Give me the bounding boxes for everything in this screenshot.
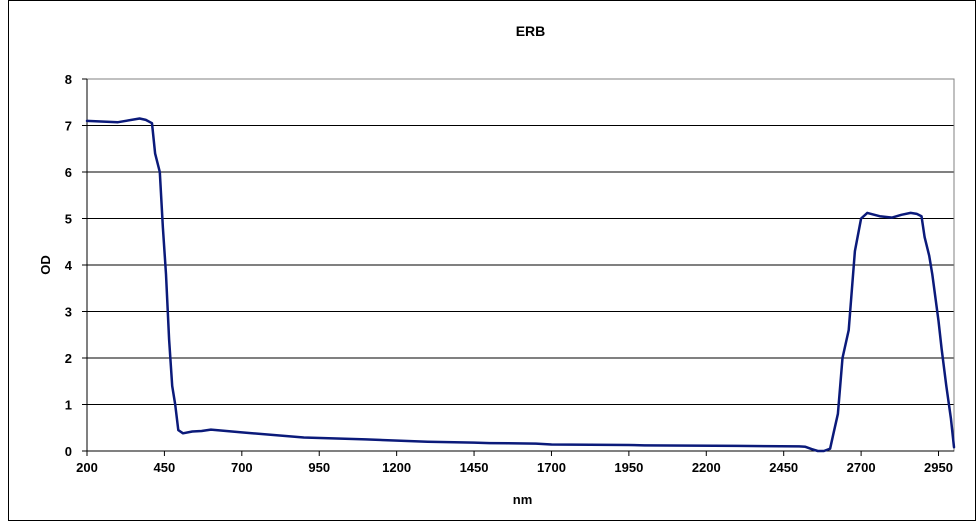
y-tick-label: 2 (65, 351, 72, 366)
x-tick-label: 450 (154, 460, 176, 475)
y-axis-title: OD (38, 255, 53, 275)
x-tick-label: 2700 (847, 460, 876, 475)
y-axis: 0 1 2 3 4 5 6 7 8 (65, 72, 88, 459)
x-tick-label: 2200 (692, 460, 721, 475)
y-tick-label: 3 (65, 305, 72, 320)
x-tick-label: 1700 (537, 460, 566, 475)
x-tick-label: 1450 (460, 460, 489, 475)
y-tick-label: 7 (65, 119, 72, 134)
y-tick-label: 0 (65, 444, 72, 459)
chart-frame (8, 0, 976, 521)
x-tick-label: 2950 (924, 460, 953, 475)
series-layer (85, 117, 956, 453)
x-tick-label: 1200 (382, 460, 411, 475)
y-tick-label: 6 (65, 165, 72, 180)
y-tick-label: 4 (65, 258, 73, 273)
y-tick-label: 8 (65, 72, 72, 87)
x-tick-label: 200 (76, 460, 98, 475)
series-line-0 (85, 117, 956, 453)
gridlines (87, 78, 954, 405)
y-tick-label: 1 (65, 398, 72, 413)
x-tick-label: 700 (231, 460, 253, 475)
x-tick-label: 950 (308, 460, 330, 475)
x-axis-title: nm (513, 492, 533, 507)
x-tick-label: 2450 (769, 460, 798, 475)
chart-title: ERB (516, 23, 546, 39)
x-axis: 200 450 700 950 1200 1450 1700 1950 2200 2450 2700… (76, 450, 954, 475)
x-tick-label: 1950 (614, 460, 643, 475)
y-tick-label: 5 (65, 212, 72, 227)
